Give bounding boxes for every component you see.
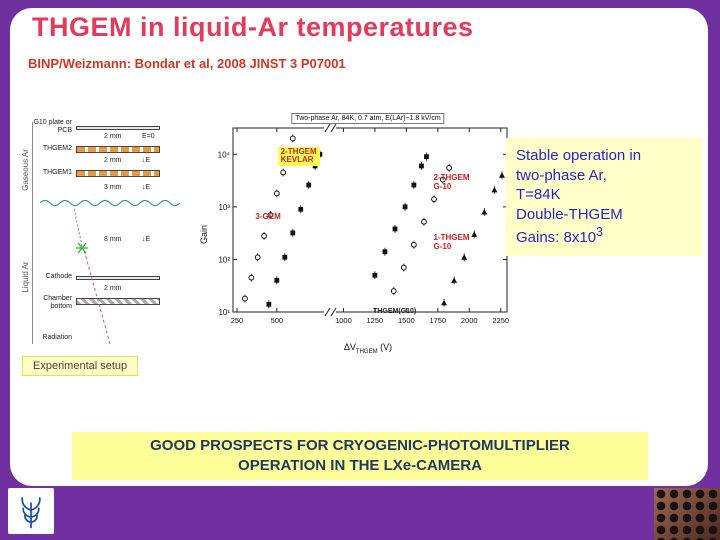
svg-text:1000: 1000 bbox=[335, 316, 352, 325]
field-label: E=0 bbox=[142, 133, 155, 140]
diagram-axis-line bbox=[32, 122, 33, 344]
liquid-ar-label: Liquid Ar bbox=[21, 261, 30, 293]
field-label: ↓E bbox=[142, 157, 151, 164]
slide-canvas: THGEM in liquid-Ar temperatures BINP/Wei… bbox=[10, 8, 708, 486]
radiation-label: Radiation bbox=[42, 334, 72, 341]
note-line: Stable operation in bbox=[516, 147, 642, 164]
note-line: T=84K bbox=[516, 186, 561, 203]
svg-text:500: 500 bbox=[271, 316, 284, 325]
interaction-star-icon bbox=[76, 242, 88, 254]
chamber-bottom-label: Chamber bottom bbox=[43, 295, 72, 310]
svg-text:1500: 1500 bbox=[398, 316, 415, 325]
g10-plate-bar bbox=[76, 126, 160, 130]
chart-ylabel: Gain bbox=[199, 224, 209, 244]
svg-text:2000: 2000 bbox=[461, 316, 478, 325]
experimental-setup-caption: Experimental setup bbox=[22, 356, 139, 376]
gain-chart: Two-phase Ar, 84K, 0.7 atm, E(LAr)~1.8 k… bbox=[195, 112, 513, 367]
field-label: ↓E bbox=[142, 184, 151, 191]
gap-label: 2 mm bbox=[104, 157, 122, 164]
svg-text:1750: 1750 bbox=[429, 316, 446, 325]
slide-title: THGEM in liquid-Ar temperatures bbox=[32, 12, 474, 42]
svg-text:10³: 10³ bbox=[218, 203, 230, 212]
note-line: Gains: 8x103 bbox=[516, 225, 603, 246]
chamber-bottom-bar bbox=[76, 298, 160, 305]
chart-annotation: THGEM(G10) bbox=[373, 307, 417, 315]
chart-title: Two-phase Ar, 84K, 0.7 atm, E(LAr)~1.8 k… bbox=[291, 113, 445, 124]
banner-line: OPERATION IN THE LXe-CAMERA bbox=[238, 457, 482, 474]
slide-reference: BINP/Weizmann: Bondar et al, 2008 JINST … bbox=[28, 56, 346, 71]
gap-label: 2 mm bbox=[104, 133, 122, 140]
cathode-label: Cathode bbox=[45, 273, 72, 280]
svg-text:2250: 2250 bbox=[492, 316, 509, 325]
g10-plate-label: G10 plate or PCB bbox=[33, 119, 72, 134]
chart-annotation: 2-THGEM G-10 bbox=[433, 173, 470, 191]
chart-plot: 10¹ 10² 10³ 10⁴ 250 500 1000 1250 1500 1750 2000 22… bbox=[218, 123, 509, 325]
thgem-photo bbox=[654, 488, 720, 540]
summary-note: Stable operation in two-phase Ar, T=84K … bbox=[506, 138, 702, 256]
chart-annotation: 2-THGEM KEVLAR bbox=[277, 146, 320, 167]
thgem2-bar bbox=[76, 146, 160, 153]
experimental-setup-diagram: Gaseous Ar Liquid Ar G10 plate or PCB TH… bbox=[18, 119, 190, 355]
svg-text:10⁴: 10⁴ bbox=[218, 150, 231, 159]
chart-annotation: 1-THGEM G-10 bbox=[433, 232, 470, 251]
svg-text:10²: 10² bbox=[218, 255, 230, 264]
svg-text:10¹: 10¹ bbox=[218, 308, 230, 317]
chart-xlabel: ΔVTHGEM (V) bbox=[343, 342, 393, 355]
thgem2-label: THGEM2 bbox=[42, 145, 72, 152]
conclusion-banner: GOOD PROSPECTS FOR CRYOGENIC-PHOTOMULTIP… bbox=[72, 432, 648, 480]
tree-logo-icon bbox=[11, 491, 51, 531]
gap-label: 3 mm bbox=[104, 184, 122, 191]
svg-text:250: 250 bbox=[231, 316, 244, 325]
gap-label: 2 mm bbox=[104, 285, 122, 292]
gains-exponent: 3 bbox=[596, 225, 603, 239]
thgem1-label: THGEM1 bbox=[42, 169, 72, 176]
svg-text:1250: 1250 bbox=[367, 316, 384, 325]
gap-label: 8 mm bbox=[104, 236, 122, 243]
note-line: two-phase Ar, bbox=[516, 166, 607, 184]
gaseous-ar-label: Gaseous Ar bbox=[21, 149, 30, 191]
thgem1-bar bbox=[76, 170, 160, 177]
banner-line: GOOD PROSPECTS FOR CRYOGENIC-PHOTOMULTIP… bbox=[150, 436, 570, 454]
institute-logo bbox=[8, 488, 54, 534]
field-label: ↓E bbox=[142, 236, 151, 243]
chart-annotation: 3-GEM bbox=[255, 212, 281, 222]
liquid-surface-wave bbox=[40, 199, 180, 207]
cathode-bar bbox=[76, 276, 160, 280]
note-line: Double-THGEM bbox=[516, 205, 623, 223]
